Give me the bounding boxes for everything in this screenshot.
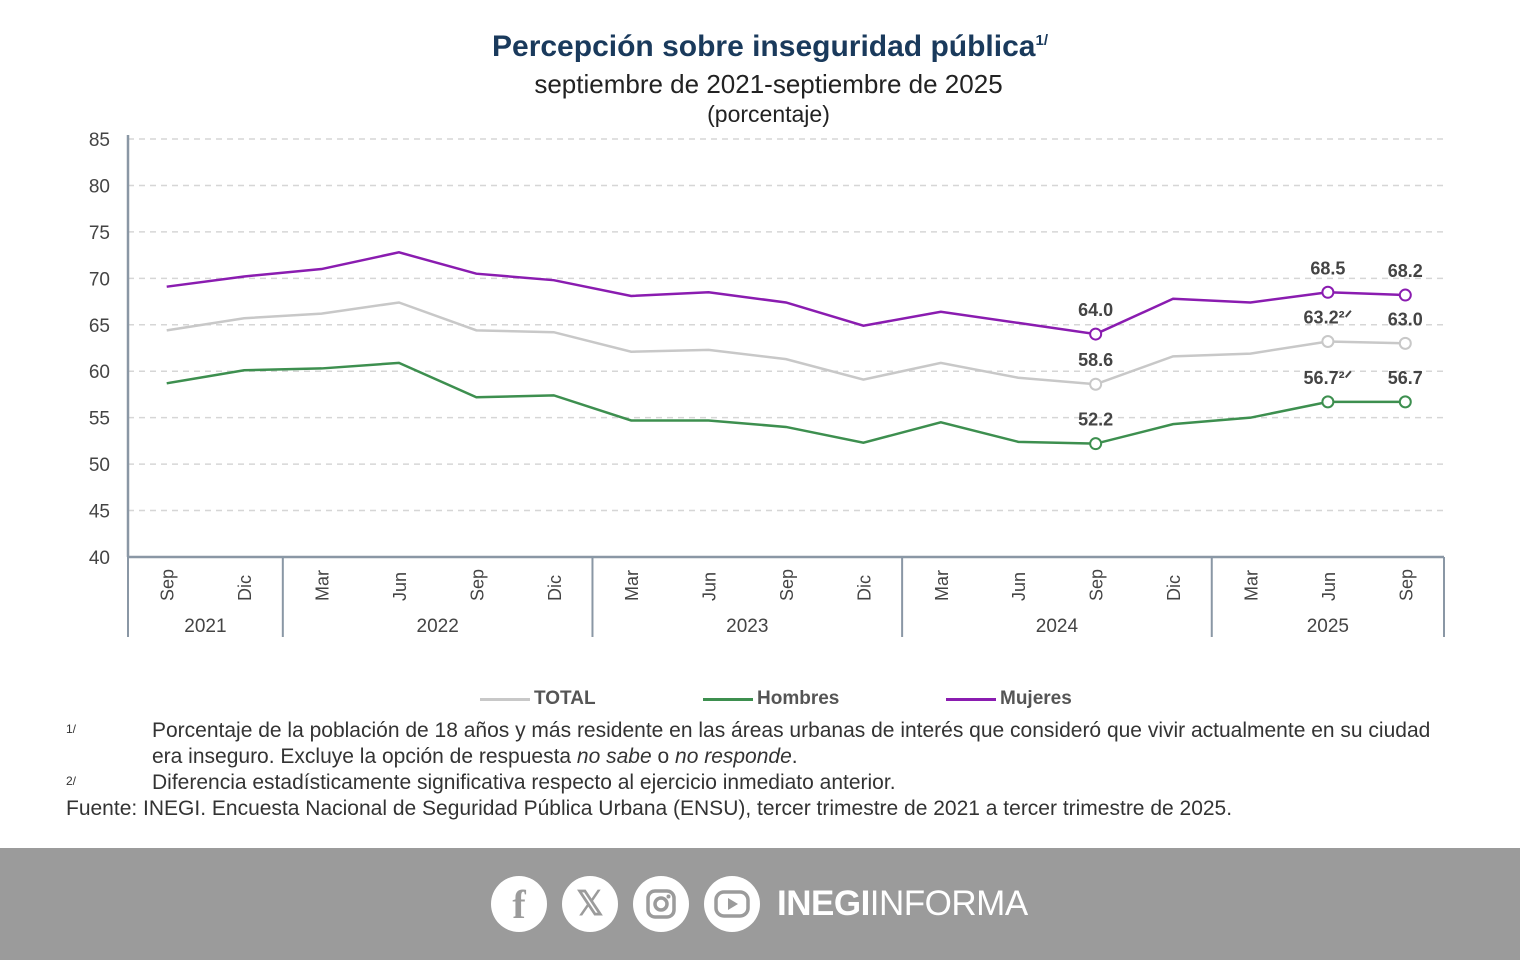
series-line-total bbox=[166, 301, 1406, 386]
series-line-mujeres bbox=[166, 251, 1406, 336]
x-tick-label: Mar bbox=[932, 570, 952, 601]
data-label-total: 63.2²ᐟ bbox=[1304, 307, 1353, 327]
data-point-hombres bbox=[1321, 395, 1335, 409]
y-tick-label: 75 bbox=[89, 223, 110, 244]
x-icon[interactable]: 𝕏 bbox=[562, 876, 618, 932]
x-tick-label: Dic bbox=[854, 575, 874, 601]
x-tick-label: Sep bbox=[158, 569, 178, 601]
year-label: 2024 bbox=[1036, 616, 1079, 637]
series-line-hombres bbox=[166, 361, 1406, 445]
data-label-hombres: 52.2 bbox=[1078, 410, 1113, 430]
data-point-total bbox=[1089, 377, 1103, 391]
footnote-1: 1/Porcentaje de la población de 18 años … bbox=[66, 719, 1431, 768]
y-tick-label: 40 bbox=[89, 548, 110, 569]
youtube-icon[interactable] bbox=[704, 876, 760, 932]
x-tick-label: Mar bbox=[1241, 570, 1261, 601]
facebook-icon[interactable]: f bbox=[491, 876, 547, 932]
y-tick-label: 50 bbox=[89, 455, 110, 476]
data-point-total bbox=[1321, 334, 1335, 348]
x-tick-label: Sep bbox=[1087, 569, 1107, 601]
x-tick-label: Jun bbox=[390, 572, 410, 601]
x-tick-label: Sep bbox=[777, 569, 797, 601]
data-label-total: 63.0 bbox=[1388, 309, 1423, 329]
data-label-hombres: 56.7 bbox=[1388, 368, 1423, 388]
source-note: Fuente: INEGI. Encuesta Nacional de Segu… bbox=[66, 797, 1233, 820]
x-tick-label: Jun bbox=[1319, 572, 1339, 601]
data-label-mujeres: 64.0 bbox=[1078, 300, 1113, 320]
x-tick-label: Dic bbox=[235, 575, 255, 601]
x-tick-label: Mar bbox=[313, 570, 333, 601]
line-chart: 40 45 50 55 60 65 70 75 80 85 Sep Dic Mar Jun Sep Dic Ma… bbox=[89, 130, 1445, 637]
data-point-mujeres bbox=[1089, 327, 1103, 341]
legend-hombres: Hombres bbox=[703, 688, 839, 710]
data-label-mujeres: 68.5 bbox=[1310, 258, 1345, 278]
data-point-mujeres bbox=[1398, 288, 1412, 302]
footnote-2: 2/Diferencia estadísticamente significat… bbox=[66, 771, 896, 794]
y-tick-label: 85 bbox=[89, 130, 110, 151]
x-tick-label: Jun bbox=[1009, 572, 1029, 601]
x-tick-label: Jun bbox=[700, 572, 720, 601]
data-point-mujeres bbox=[1321, 285, 1335, 299]
data-point-hombres bbox=[1398, 395, 1412, 409]
data-point-total bbox=[1398, 336, 1412, 350]
y-tick-label: 70 bbox=[89, 269, 110, 290]
data-label-mujeres: 68.2 bbox=[1388, 261, 1423, 281]
y-tick-label: 55 bbox=[89, 409, 110, 430]
x-tick-label: Mar bbox=[622, 570, 642, 601]
legend: TOTAL Hombres Mujeres bbox=[0, 688, 1520, 712]
footnotes: 1/Porcentaje de la población de 18 años … bbox=[66, 718, 1446, 822]
y-tick-label: 45 bbox=[89, 502, 110, 523]
data-label-hombres: 56.7²ᐟ bbox=[1304, 368, 1353, 388]
y-tick-label: 80 bbox=[89, 176, 110, 197]
legend-mujeres: Mujeres bbox=[946, 688, 1072, 710]
footer-bar: f 𝕏 INEGIINFORMA bbox=[0, 848, 1520, 960]
year-label: 2025 bbox=[1307, 616, 1349, 637]
year-label: 2021 bbox=[184, 616, 226, 637]
x-tick-label: Dic bbox=[1164, 575, 1184, 601]
instagram-icon[interactable] bbox=[633, 876, 689, 932]
x-tick-label: Dic bbox=[545, 575, 565, 601]
x-tick-label: Sep bbox=[1396, 569, 1416, 601]
x-tick-label: Sep bbox=[467, 569, 487, 601]
year-label: 2022 bbox=[417, 616, 459, 637]
chart-subtitle: septiembre de 2021-septiembre de 2025 bbox=[534, 69, 1003, 99]
chart-unit: (porcentaje) bbox=[707, 101, 830, 127]
y-tick-label: 60 bbox=[89, 362, 110, 383]
legend-total: TOTAL bbox=[480, 688, 596, 710]
data-label-total: 58.6 bbox=[1078, 350, 1113, 370]
data-point-hombres bbox=[1089, 437, 1103, 451]
year-label: 2023 bbox=[726, 616, 768, 637]
chart-title: Percepción sobre inseguridad pública1/ bbox=[492, 30, 1048, 63]
inegi-informa-logo: INEGIINFORMA bbox=[777, 884, 1028, 923]
y-tick-label: 65 bbox=[89, 316, 110, 337]
